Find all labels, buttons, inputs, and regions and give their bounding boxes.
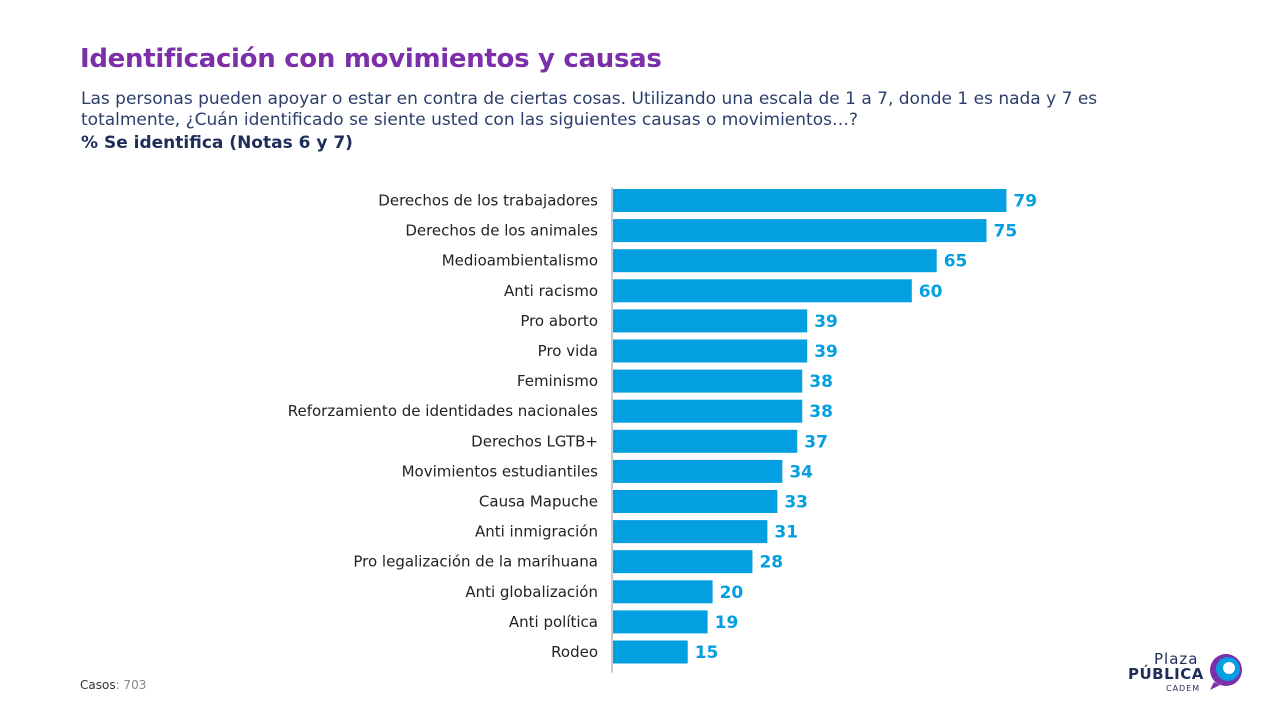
bar [613,189,1007,212]
bar [613,249,937,273]
category-label: Pro vida [538,342,598,360]
cases-footer: Casos: 703 [80,678,146,692]
category-label: Pro aborto [520,312,598,330]
data-label: 38 [809,402,833,422]
bar [613,279,912,303]
speech-bubble-icon [1210,654,1242,690]
cases-label: Casos [80,678,116,692]
data-label: 31 [774,523,798,543]
category-label: Anti inmigración [475,523,598,541]
page-title: Identificación con movimientos y causas [80,44,662,74]
bar [613,550,753,574]
data-label: 15 [695,643,719,663]
data-label: 34 [789,462,813,482]
data-label: 37 [804,432,828,452]
data-label: 79 [1013,192,1037,212]
data-label: 75 [994,222,1018,242]
logo-line-publica: PÚBLICA [1128,665,1204,683]
category-label: Anti política [509,613,598,631]
bar [613,640,688,664]
data-label: 39 [814,342,838,362]
category-label: Derechos de los animales [405,222,598,240]
bar [613,490,778,513]
bar [613,610,708,634]
bar [613,429,798,453]
data-label: 28 [759,553,783,573]
bar [613,369,803,393]
category-label: Movimientos estudiantiles [402,462,599,480]
cases-value: : 703 [115,678,147,692]
category-label: Derechos LGTB+ [471,432,598,450]
bar [613,219,987,243]
bar [613,399,803,423]
category-label: Derechos de los trabajadores [378,192,598,210]
category-label: Medioambientalismo [442,252,598,270]
bar [613,580,713,604]
page-subtitle: Las personas pueden apoyar o estar en co… [81,89,1098,130]
bar [613,309,808,333]
logo-line-cadem: CADEM [1166,684,1201,693]
data-label: 20 [720,583,744,603]
bar [613,520,768,544]
category-label: Anti globalización [465,583,598,601]
category-label: Feminismo [517,372,598,390]
category-label: Reforzamiento de identidades nacionales [288,402,598,420]
data-label: 65 [944,252,968,272]
bar [613,339,808,363]
data-label: 39 [814,312,838,332]
data-label: 60 [919,282,943,302]
category-label: Rodeo [551,643,598,661]
category-label: Pro legalización de la marihuana [353,553,598,571]
plaza-publica-logo: Plaza PÚBLICA CADEM [1126,648,1251,698]
bar [613,459,783,483]
logo-line-plaza: Plaza [1154,650,1199,668]
data-label: 33 [784,493,808,513]
metric-label: % Se identifica (Notas 6 y 7) [81,133,353,153]
bar-chart: Derechos de los trabajadores 79 Derechos d… [288,187,1037,673]
data-label: 19 [715,613,739,633]
category-label: Anti racismo [504,282,598,300]
data-label: 38 [809,372,833,392]
category-label: Causa Mapuche [479,493,598,511]
